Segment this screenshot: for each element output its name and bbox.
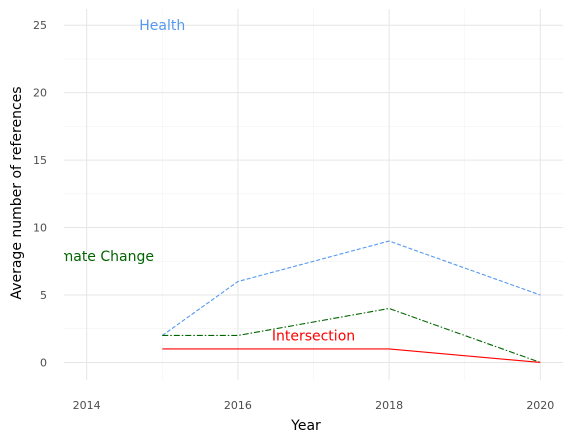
y-tick-label: 25 <box>33 19 47 32</box>
x-tick-label: 2018 <box>375 399 403 412</box>
y-tick-label: 5 <box>40 289 47 302</box>
x-tick-label: 2014 <box>73 399 101 412</box>
major-gridlines <box>64 9 563 380</box>
x-tick-label: 2020 <box>526 399 554 412</box>
x-tick-label: 2016 <box>224 399 252 412</box>
series-label-health: Health <box>139 18 185 34</box>
series-label-intersection: Intersection <box>272 328 355 344</box>
series-label-climate-change: Climate Change <box>42 249 154 265</box>
series-line-health <box>161 240 541 336</box>
series-labels: Health Climate Change Intersection <box>42 18 355 344</box>
y-axis-title: Average number of references <box>9 86 25 299</box>
y-tick-label: 15 <box>33 154 47 167</box>
series-line-intersection <box>162 348 541 364</box>
x-axis-ticks: 2014 2016 2018 2020 <box>73 399 555 412</box>
x-axis-title: Year <box>290 418 321 434</box>
y-tick-label: 20 <box>33 87 47 100</box>
minor-gridlines <box>64 9 563 380</box>
series-lines <box>161 240 541 364</box>
series-line-climate-change <box>162 307 541 363</box>
y-axis-ticks: 0 5 10 15 20 25 <box>33 19 47 369</box>
y-tick-label: 10 <box>33 222 47 235</box>
y-tick-label: 0 <box>40 356 47 369</box>
